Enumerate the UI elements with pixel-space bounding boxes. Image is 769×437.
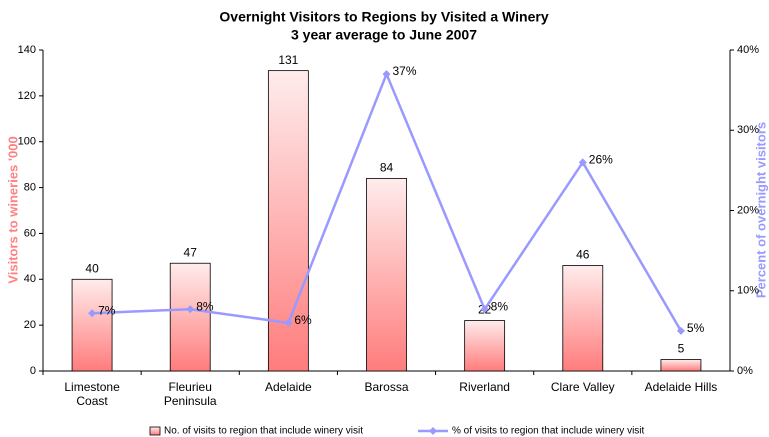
bar (660, 359, 702, 372)
marker (578, 158, 587, 167)
data-label: 37% (393, 64, 417, 78)
x-tick-label: Fleurieu Peninsula (163, 380, 217, 408)
x-tick-label: Adelaide Hills (644, 380, 718, 394)
y-tick-label: 80 (24, 181, 36, 193)
y-tick-label: 20 (24, 319, 36, 331)
data-label: 46 (576, 248, 590, 262)
data-label: 6% (294, 313, 312, 327)
data-label: 7% (98, 303, 116, 317)
x-tick-label: Limestone Coast (64, 380, 120, 408)
x-tick-label: Clare Valley (550, 380, 615, 394)
data-label: 84 (380, 161, 394, 175)
chart-title: Overnight Visitors to Regions by Visited… (219, 9, 548, 25)
x-tick-label: Barossa (364, 380, 409, 394)
data-label: 8% (196, 299, 214, 313)
y2-tick-label: 20% (737, 204, 759, 216)
y2-tick-label: 0% (737, 365, 753, 377)
data-label: 40 (85, 261, 99, 275)
y-tick-label: 40 (24, 273, 36, 285)
y-tick-label: 140 (18, 44, 36, 56)
marker (186, 305, 195, 314)
y-tick-label: 60 (24, 227, 36, 239)
y-tick-label: 120 (18, 90, 36, 102)
marker (382, 70, 391, 79)
marker (284, 318, 293, 327)
y2-tick-label: 10% (737, 285, 759, 297)
y2-axis-label: Percent of overnight visitors (753, 122, 768, 298)
bar (464, 320, 506, 372)
bar (366, 177, 407, 372)
data-label: 5 (678, 342, 685, 356)
y2-tick-label: 30% (737, 124, 759, 136)
y-tick-label: 100 (18, 136, 36, 148)
legend-label: No. of visits to region that include win… (164, 426, 363, 437)
y-tick-label: 0 (30, 365, 36, 377)
legend-label: % of visits to region that include winer… (452, 426, 645, 437)
x-tick-label: Riverland (459, 380, 510, 394)
bar (71, 278, 113, 372)
marker (88, 309, 97, 318)
data-label: 131 (278, 53, 298, 67)
chart-subtitle: 3 year average to June 2007 (291, 27, 477, 43)
data-label: 8% (491, 299, 509, 313)
bar (169, 262, 211, 372)
bar (562, 265, 604, 372)
legend-marker (429, 427, 437, 435)
data-label: 5% (687, 321, 705, 335)
marker (676, 326, 685, 335)
marker (480, 305, 489, 314)
data-label: 26% (589, 153, 613, 167)
x-tick-label: Adelaide (264, 380, 312, 394)
data-label: 47 (184, 245, 198, 259)
legend-swatch (149, 426, 161, 436)
y2-tick-label: 40% (737, 44, 759, 56)
y-axis-label: Visitors to wineries '000 (5, 136, 20, 283)
